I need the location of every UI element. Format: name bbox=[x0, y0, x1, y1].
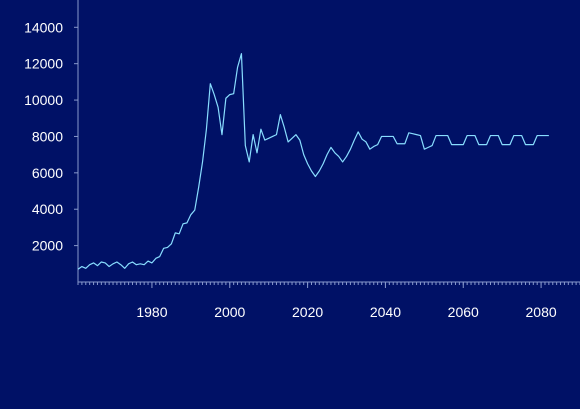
x-tick-label: 2060 bbox=[448, 304, 479, 320]
x-tick-label: 2020 bbox=[292, 304, 323, 320]
x-tick-label: 2080 bbox=[526, 304, 557, 320]
y-tick-label: 12000 bbox=[24, 56, 63, 72]
y-tick-label: 14000 bbox=[24, 19, 63, 35]
y-axis-ticks: 2000 4000 6000 8000 10000 12000 14000 bbox=[24, 19, 78, 254]
x-tick-label: 2040 bbox=[370, 304, 401, 320]
y-tick-label: 6000 bbox=[32, 165, 63, 181]
x-axis-ticks: 1980 2000 2020 2040 2060 2080 bbox=[136, 282, 557, 320]
x-tick-label: 1980 bbox=[136, 304, 167, 320]
x-tick-label: 2000 bbox=[214, 304, 245, 320]
plot-area bbox=[77, 53, 549, 270]
y-tick-label: 2000 bbox=[32, 238, 63, 254]
y-tick-label: 10000 bbox=[24, 92, 63, 108]
y-tick-label: 8000 bbox=[32, 128, 63, 144]
y-tick-label: 4000 bbox=[32, 201, 63, 217]
x-axis-minor-ticks bbox=[77, 282, 580, 285]
series-line bbox=[77, 53, 549, 270]
